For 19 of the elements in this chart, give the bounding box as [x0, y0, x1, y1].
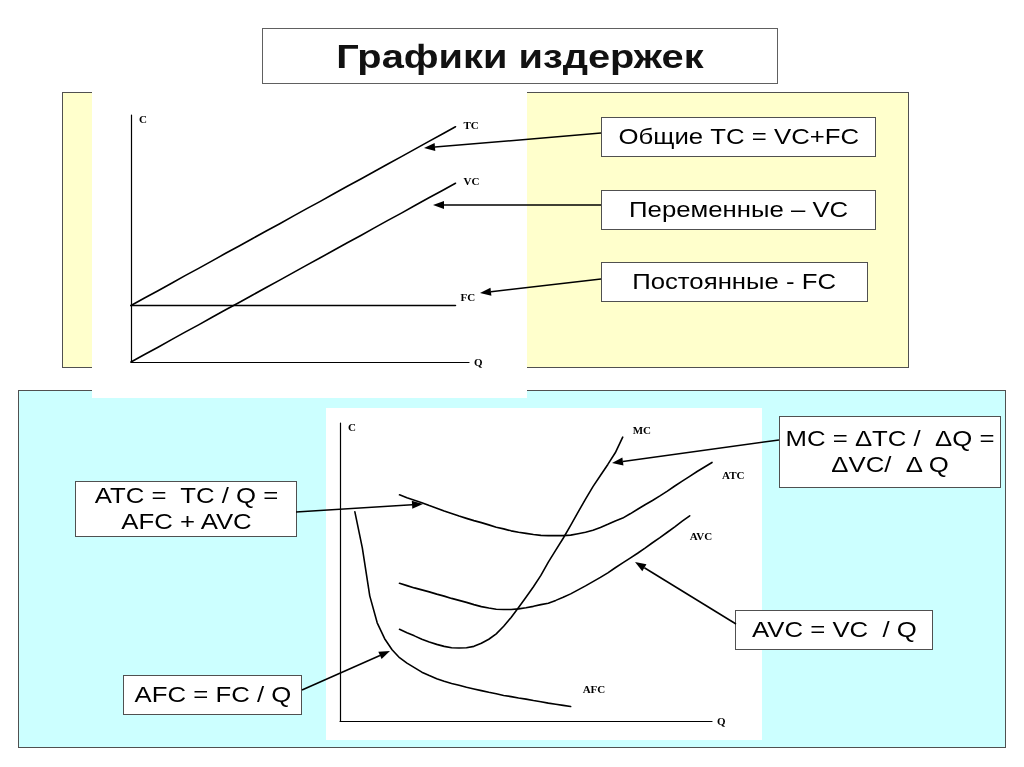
chart-title: Графики издержек — [336, 36, 704, 76]
text: AVC = VC / Q — [751, 616, 917, 644]
text: Постоянные - FC — [632, 268, 837, 296]
legend-label: FC — [460, 290, 476, 303]
x-axis-title: Q — [717, 715, 726, 727]
series-label: AFC — [582, 682, 606, 695]
series-label: VC — [463, 175, 480, 188]
series-label: TC — [463, 118, 479, 131]
y-axis-title: C — [139, 112, 147, 125]
x-axis-title: Q — [474, 356, 483, 368]
text: MC = ΔTC / ΔQ = ΔVC/ Δ Q — [784, 425, 996, 479]
text: Общие TC = VC+FC — [618, 123, 859, 151]
text: Переменные – VC — [628, 196, 849, 224]
text: ATC = TC / Q = AFC + AVC — [93, 482, 279, 536]
series-label: ATC — [722, 469, 745, 482]
series-label: MC — [632, 424, 652, 437]
text: AFC = FC / Q — [134, 681, 291, 709]
y-axis-title: C — [348, 420, 356, 433]
series-label: AVC — [689, 529, 713, 542]
